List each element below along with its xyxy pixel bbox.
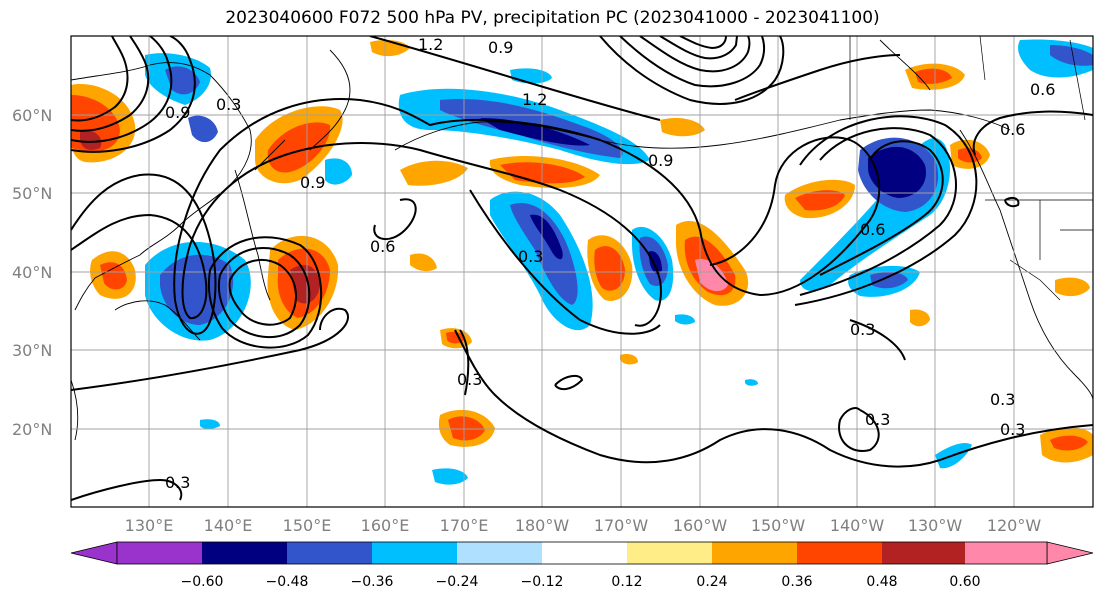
colorbar-tick: 0.36 [781, 574, 812, 590]
contour-label: 0.6 [1030, 80, 1055, 99]
colorbar-tick: −0.36 [351, 574, 394, 590]
lon-label: 120°W [987, 516, 1042, 535]
pv-contours [71, 36, 1093, 501]
lon-label: 140°W [830, 516, 885, 535]
longitude-labels: 130°E 140°E 150°E 160°E 170°E 180°W 170°… [125, 516, 1042, 535]
lon-label: 150°W [751, 516, 806, 535]
colorbar-tick: −0.48 [266, 574, 309, 590]
coastlines [71, 39, 1093, 441]
colorbar-segment [797, 542, 882, 564]
lat-label: 60°N [12, 106, 52, 125]
colorbar-segment [117, 542, 202, 564]
lon-label: 180°W [515, 516, 570, 535]
lon-label: 140°E [204, 516, 253, 535]
colorbar-segment [965, 542, 1047, 564]
contour-label: 0.3 [990, 390, 1015, 409]
contour-label: 0.6 [860, 220, 885, 239]
contour-label: 0.9 [165, 103, 190, 122]
lat-label: 20°N [12, 420, 52, 439]
colorbar-segment [712, 542, 797, 564]
contour-label: 0.3 [457, 370, 482, 389]
colorbar-segment [627, 542, 712, 564]
political-borders [849, 36, 1093, 301]
colorbar: −0.60 −0.48 −0.36 −0.24 −0.12 0.12 0.24 … [70, 541, 1094, 590]
contour-label: 0.3 [850, 320, 875, 339]
colorbar-extend-max [1046, 541, 1094, 565]
lon-label: 130°W [908, 516, 963, 535]
lat-label: 30°N [12, 341, 52, 360]
colorbar-segment [457, 542, 542, 564]
contour-label: 1.2 [522, 90, 547, 109]
colorbar-tick: −0.60 [181, 574, 224, 590]
colorbar-extend-min [70, 541, 118, 565]
contour-label: 0.6 [1000, 120, 1025, 139]
colorbar-tick: −0.24 [436, 574, 479, 590]
contour-label: 0.9 [648, 151, 673, 170]
contour-label: 0.9 [300, 173, 325, 192]
lon-label: 160°E [361, 516, 410, 535]
contour-label: 0.3 [216, 95, 241, 114]
colorbar-segment [542, 542, 627, 564]
contour-label: 0.9 [488, 38, 513, 57]
contour-label: 0.3 [165, 473, 190, 492]
contour-label: 0.6 [370, 237, 395, 256]
latitude-labels: 60°N 50°N 40°N 30°N 20°N [12, 106, 52, 439]
colorbar-tick: 0.24 [696, 574, 727, 590]
colorbar-tick: 0.48 [866, 574, 897, 590]
lon-label: 160°W [673, 516, 728, 535]
colorbar-tick: 0.12 [611, 574, 642, 590]
contour-label: 0.3 [1000, 420, 1025, 439]
colorbar-segment [287, 542, 372, 564]
colorbar-outline [116, 541, 1048, 565]
lat-label: 40°N [12, 263, 52, 282]
colorbar-segment [202, 542, 287, 564]
contour-label: 0.3 [518, 247, 543, 266]
map-frame [70, 35, 1094, 508]
colorbar-segment [882, 542, 965, 564]
lat-label: 50°N [12, 184, 52, 203]
map-title: 2023040600 F072 500 hPa PV, precipitatio… [225, 8, 880, 28]
lon-label: 150°E [283, 516, 332, 535]
contour-label: 1.2 [418, 35, 443, 54]
colorbar-tick: −0.12 [521, 574, 564, 590]
colorbar-tick: 0.60 [949, 574, 980, 590]
contour-labels: 1.2 0.9 0.3 0.6 0.9 1.2 0.3 0.9 0.6 0.3 … [165, 35, 1055, 492]
lon-label: 130°E [125, 516, 174, 535]
colorbar-segment [372, 542, 457, 564]
contour-label: 0.3 [865, 410, 890, 429]
lon-label: 170°E [440, 516, 489, 535]
lon-label: 170°W [594, 516, 649, 535]
